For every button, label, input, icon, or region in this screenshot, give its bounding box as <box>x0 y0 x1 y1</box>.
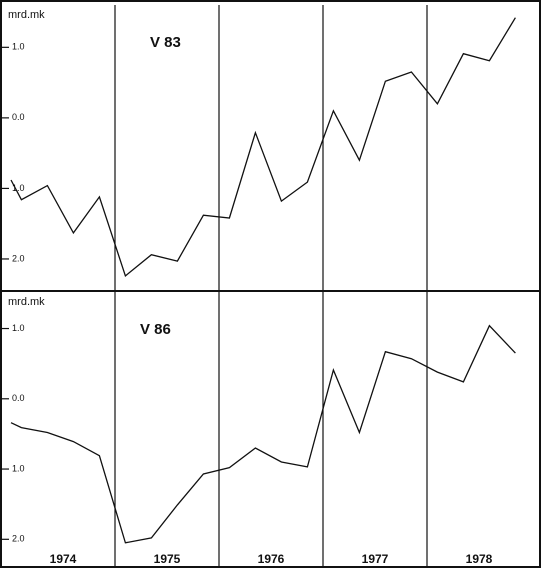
y-tick-label: 0.0 <box>12 112 25 122</box>
x-tick-label: 1975 <box>154 552 181 566</box>
y-tick-label: 2.0 <box>12 534 25 544</box>
y-tick-label: 1.0 <box>12 42 25 52</box>
y-axis-label: mrd.mk <box>8 296 45 308</box>
y-tick-label: 1.0 <box>12 323 25 333</box>
y-tick-label: 0.0 <box>12 393 25 403</box>
x-tick-label: 1974 <box>50 552 77 566</box>
y-tick-label: 2.0 <box>12 253 25 263</box>
x-tick-label: 1978 <box>466 552 493 566</box>
y-axis-label: mrd.mk <box>8 9 45 21</box>
panel-subtitle: V 86 <box>140 321 171 338</box>
panel-subtitle: V 83 <box>150 34 181 51</box>
series-line <box>10 17 516 278</box>
x-tick-label: 1976 <box>258 552 285 566</box>
series-line <box>10 324 516 544</box>
y-tick-label: 1.0 <box>12 183 25 193</box>
x-tick-label: 1977 <box>362 552 389 566</box>
y-tick-label: 1.0 <box>12 463 25 473</box>
